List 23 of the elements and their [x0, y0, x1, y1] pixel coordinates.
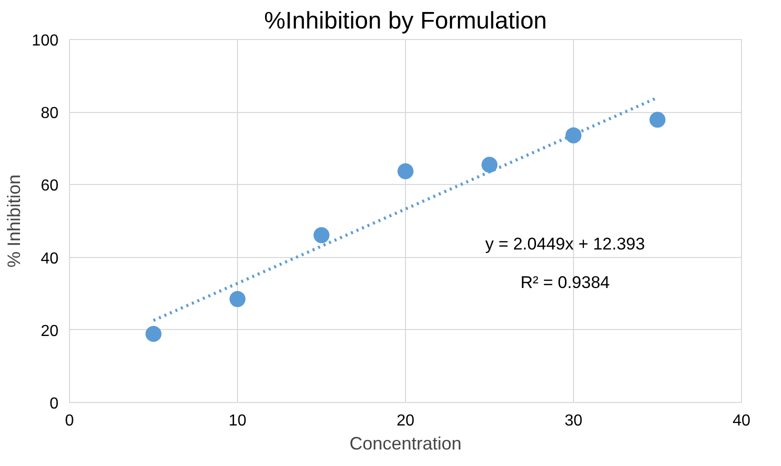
y-tick-label: 20	[40, 322, 59, 340]
y-tick-label: 100	[32, 32, 59, 50]
annotation: y = 2.0449x + 12.393	[485, 234, 645, 254]
annotation: R² = 0.9384	[520, 272, 610, 292]
y-tick-label: 60	[40, 178, 59, 195]
point	[650, 112, 666, 128]
point	[566, 127, 582, 144]
x-tick-label: 10	[228, 412, 246, 430]
x-tick-label: 20	[396, 412, 414, 430]
point	[146, 326, 162, 342]
chart-title: %Inhibition by Formulation	[264, 8, 547, 34]
y-tick-label: 0	[50, 396, 59, 412]
y-tick-label: 40	[40, 250, 59, 268]
x-axis-title: Concentration	[349, 434, 462, 454]
x-tick-label: 30	[564, 412, 582, 430]
point	[230, 291, 246, 308]
y-tick-label: 80	[40, 105, 59, 122]
point	[482, 156, 498, 173]
point	[398, 163, 414, 180]
x-tick-label: 40	[732, 412, 750, 430]
point	[314, 227, 330, 244]
y-axis-title: % Inhibition	[4, 174, 24, 268]
x-tick-label: 0	[65, 412, 74, 430]
